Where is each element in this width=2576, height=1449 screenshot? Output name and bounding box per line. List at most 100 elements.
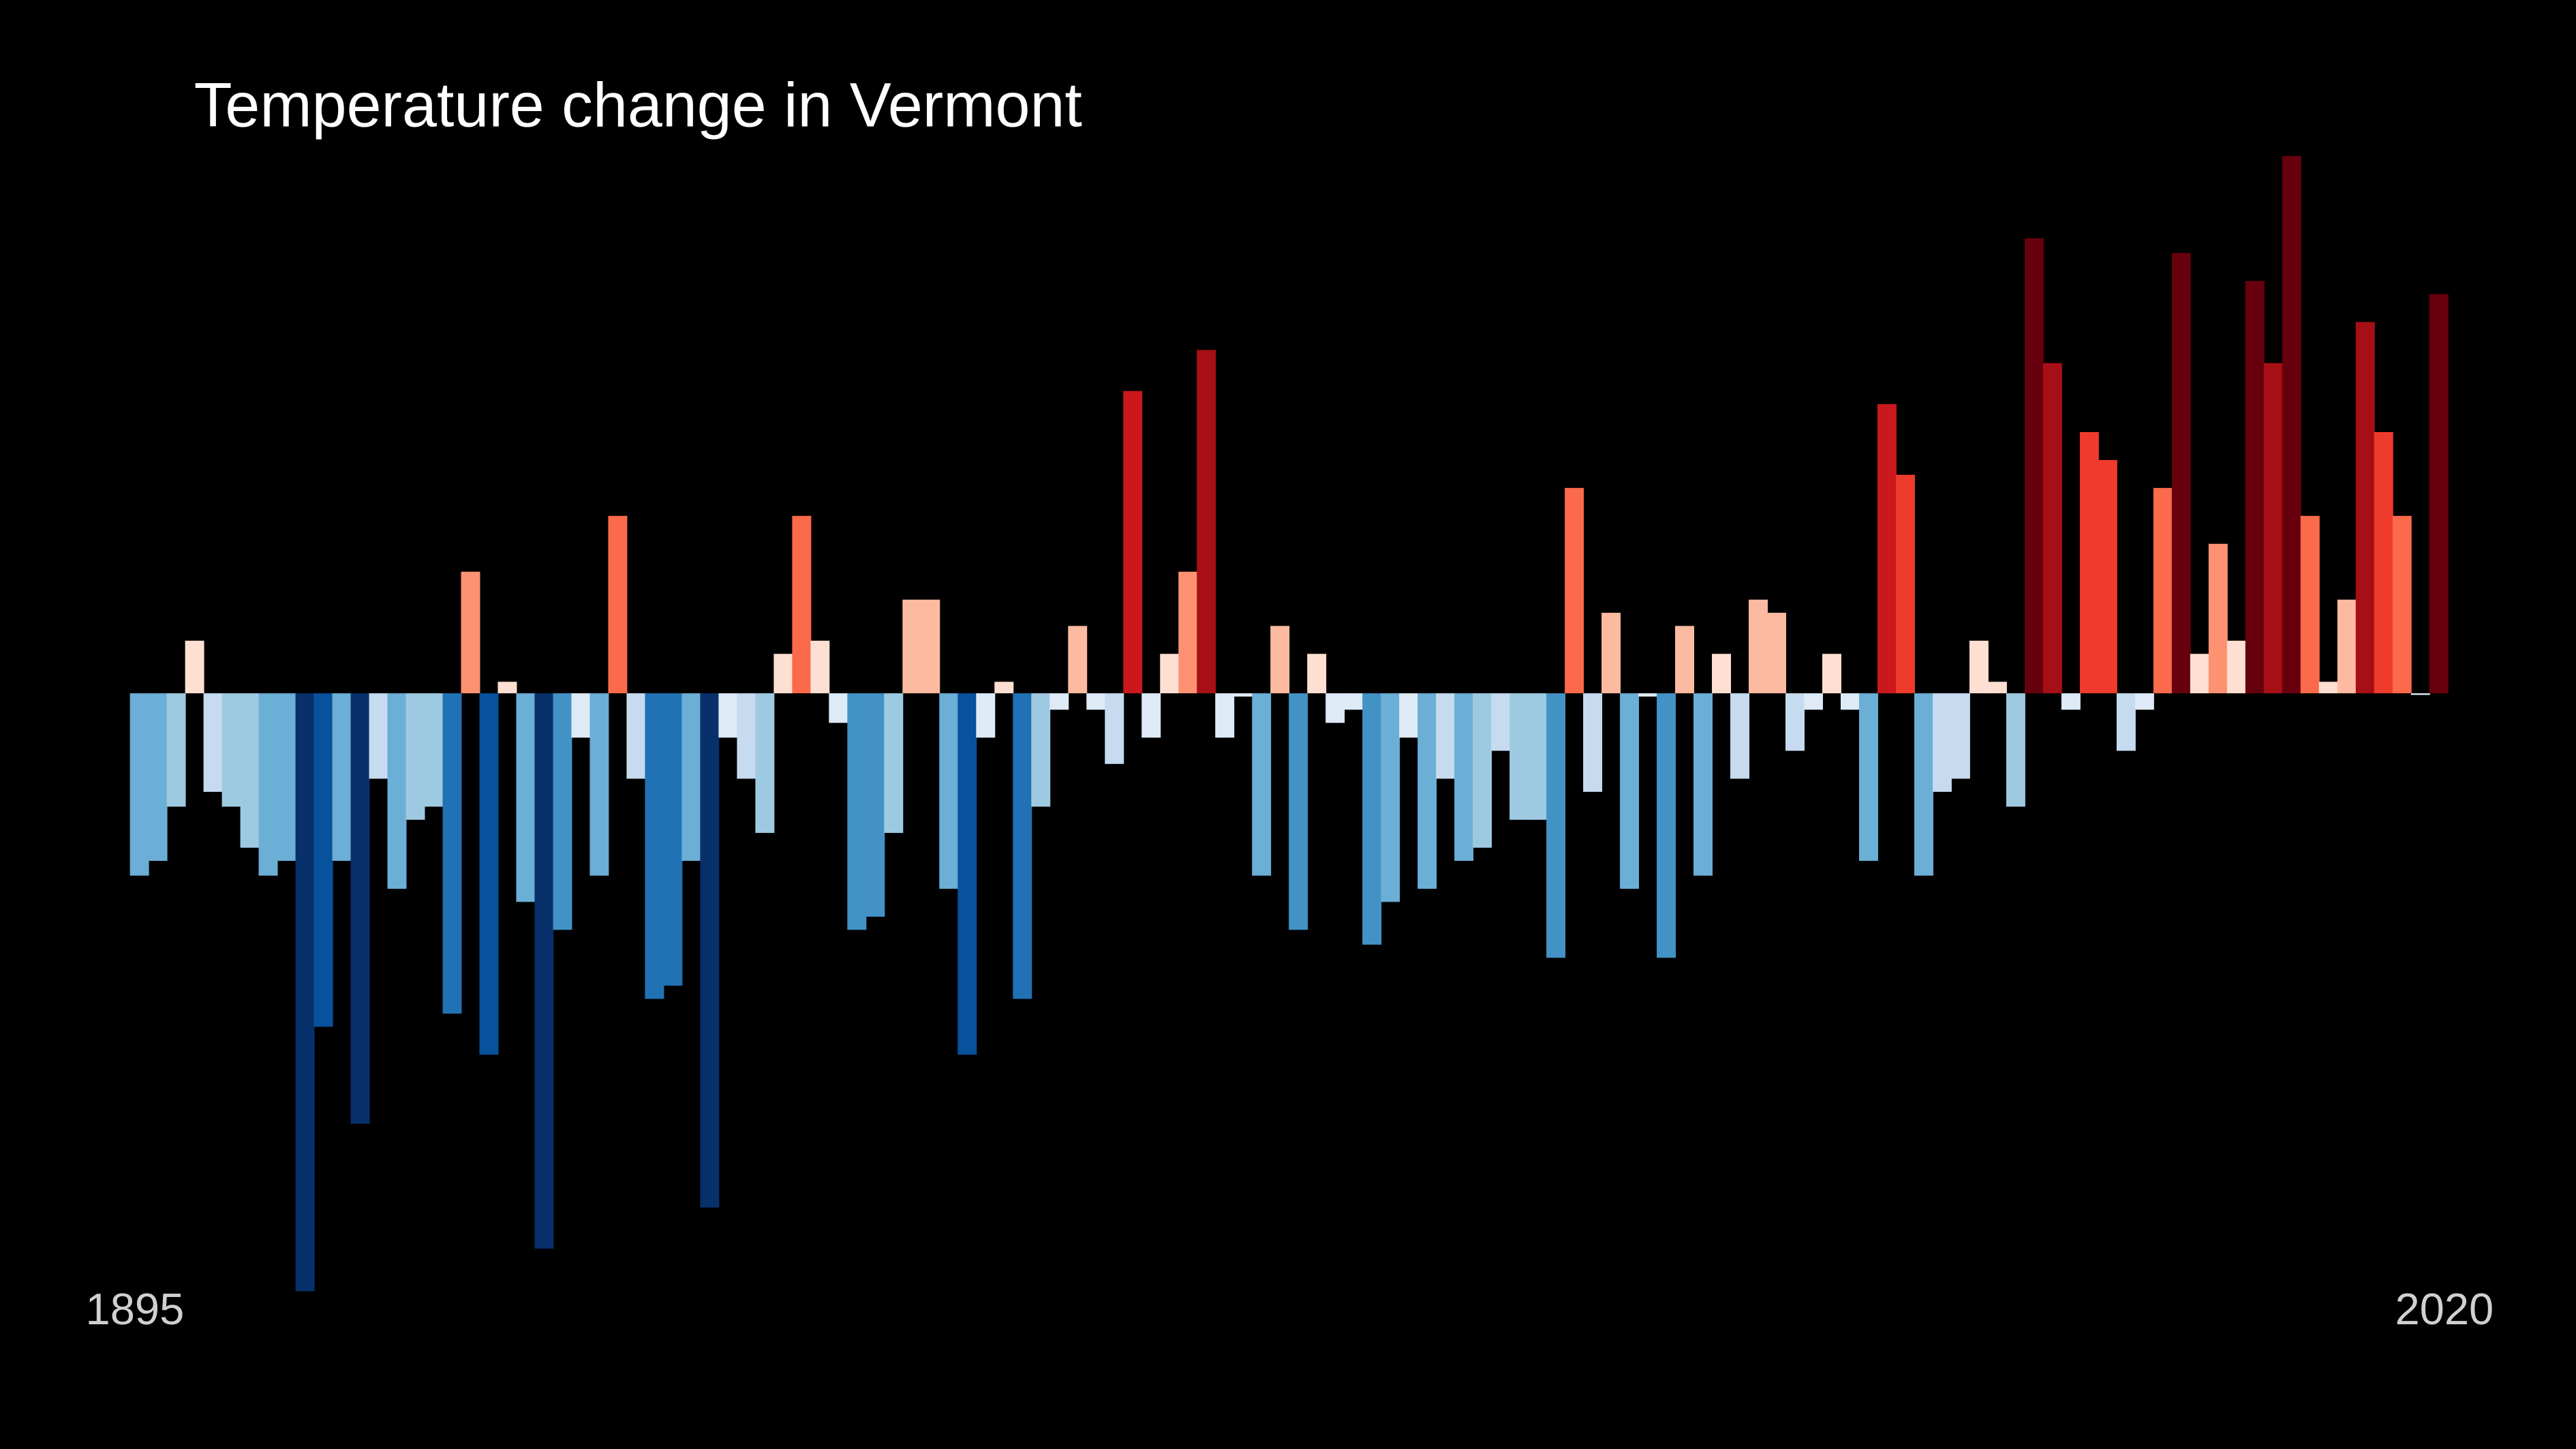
bar — [405, 693, 425, 820]
bar — [1307, 654, 1327, 694]
bar — [1086, 693, 1106, 710]
bar — [2263, 363, 2283, 694]
bar — [681, 693, 701, 861]
bar — [1914, 693, 1933, 876]
bar — [2245, 281, 2265, 694]
bar — [1858, 693, 1878, 861]
bar — [1822, 654, 1841, 694]
bar — [902, 599, 922, 694]
bar — [1969, 641, 1989, 694]
bar — [1565, 487, 1584, 694]
bar — [1344, 693, 1364, 710]
bar — [1178, 571, 1198, 694]
bar — [1804, 693, 1823, 710]
bar — [1730, 693, 1749, 779]
bar — [755, 693, 775, 834]
bar — [1473, 693, 1492, 848]
bar — [1491, 693, 1511, 751]
bar — [350, 693, 370, 1124]
bar — [2410, 693, 2430, 695]
bar — [1123, 391, 1143, 694]
bar — [1601, 613, 1621, 694]
bar — [1252, 693, 1272, 876]
bar — [387, 693, 407, 889]
bar — [2300, 515, 2320, 694]
bar — [1105, 693, 1124, 764]
bar — [1233, 693, 1253, 697]
bar — [1675, 626, 1695, 694]
bar — [1013, 693, 1032, 999]
x-tick-label: 1895 — [86, 1284, 185, 1334]
bar — [865, 693, 885, 917]
bar — [645, 693, 664, 999]
bar — [737, 693, 756, 779]
bar — [1749, 599, 1768, 694]
bar — [2355, 322, 2375, 694]
bar — [2024, 238, 2044, 694]
bar — [571, 693, 591, 738]
bar — [497, 682, 517, 694]
bar — [1049, 693, 1069, 710]
bar — [663, 693, 683, 986]
bar — [1987, 682, 2007, 694]
bar — [1509, 693, 1529, 820]
bar — [994, 682, 1014, 694]
bar — [295, 693, 315, 1292]
bar — [2098, 459, 2117, 694]
bar — [1362, 693, 1382, 945]
bar — [847, 693, 867, 930]
bar — [2282, 155, 2301, 694]
x-tick-label: 2020 — [2395, 1284, 2494, 1334]
bar — [1950, 693, 1970, 779]
bar — [1583, 693, 1603, 792]
bar — [2226, 641, 2246, 694]
bar — [1693, 693, 1713, 876]
bar — [424, 693, 444, 807]
bar — [2042, 363, 2062, 694]
bar — [2318, 682, 2338, 694]
bar — [2171, 253, 2191, 694]
bar — [2134, 693, 2154, 710]
bar — [1638, 693, 1658, 697]
bar — [369, 693, 388, 779]
bar — [1325, 693, 1345, 723]
bar — [1141, 693, 1161, 738]
bar — [1454, 693, 1474, 861]
bar — [2116, 693, 2136, 751]
bar — [829, 693, 848, 723]
bar — [2153, 487, 2173, 694]
bar — [1381, 693, 1400, 902]
bar — [1417, 693, 1437, 889]
bar — [2429, 294, 2449, 694]
bar — [2374, 431, 2393, 694]
bar — [884, 693, 904, 834]
bar — [1160, 654, 1180, 694]
bar — [2392, 515, 2412, 694]
bar — [1767, 613, 1786, 694]
bar — [2208, 543, 2228, 694]
bar — [700, 693, 720, 1208]
bar — [1657, 693, 1676, 958]
bar — [1840, 693, 1860, 710]
bar — [479, 693, 499, 1055]
bar — [203, 693, 223, 792]
bar — [129, 693, 149, 876]
bar — [921, 599, 940, 694]
bar — [313, 693, 333, 1027]
bar — [1877, 403, 1897, 694]
bar — [2006, 693, 2025, 807]
bar — [2190, 654, 2209, 694]
chart-title: Temperature change in Vermont — [194, 71, 1082, 140]
bar — [626, 693, 646, 779]
bar — [442, 693, 462, 1014]
bar — [957, 693, 977, 1055]
bar — [185, 641, 204, 694]
bar — [2061, 693, 2081, 710]
bar — [1528, 693, 1548, 820]
bar — [1932, 693, 1952, 792]
bar — [976, 693, 996, 738]
bar — [277, 693, 296, 861]
bar — [516, 693, 536, 902]
